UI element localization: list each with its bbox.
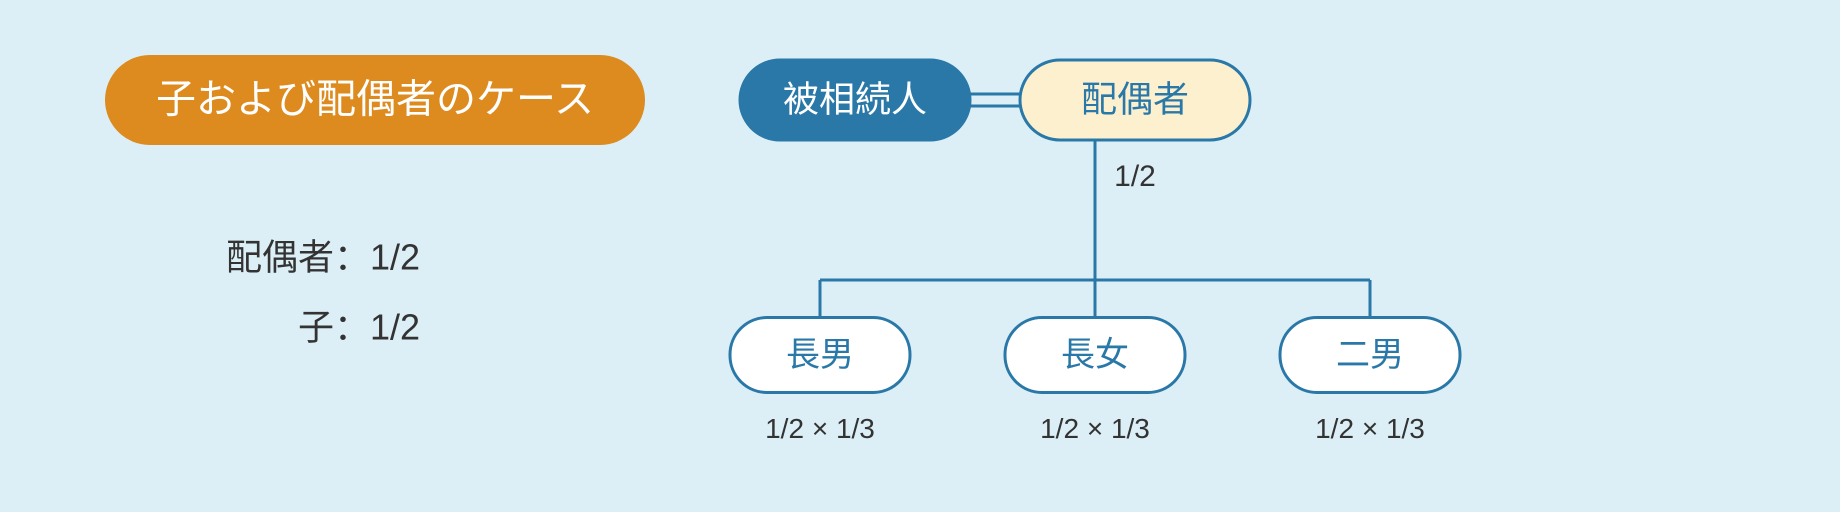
diagram-canvas: 子および配偶者のケース配偶者：1/2 子：1/2 被相続人 配偶者 1/2 長男 1/2 ×… [0,0,1840,512]
family-tree-svg: 子および配偶者のケース配偶者：1/2 子：1/2 被相続人 配偶者 1/2 長男 1/2 ×… [0,0,1840,512]
legend-line-1: 子：1/2 [298,307,420,348]
share-child3: 1/2 × 1/3 [1315,413,1425,444]
node-decedent: 被相続人 [783,79,927,120]
node-child3: 二男 [1336,336,1404,374]
node-spouse: 配偶者 [1081,79,1189,120]
share-child2: 1/2 × 1/3 [1040,413,1150,444]
node-child1: 長男 [786,336,854,374]
legend-line-0: 配偶者：1/2 [226,237,420,278]
case-title-text: 子および配偶者のケース [156,78,594,122]
node-child2: 長女 [1061,336,1129,374]
share-child1: 1/2 × 1/3 [765,413,875,444]
share-spouse: 1/2 [1114,160,1156,193]
